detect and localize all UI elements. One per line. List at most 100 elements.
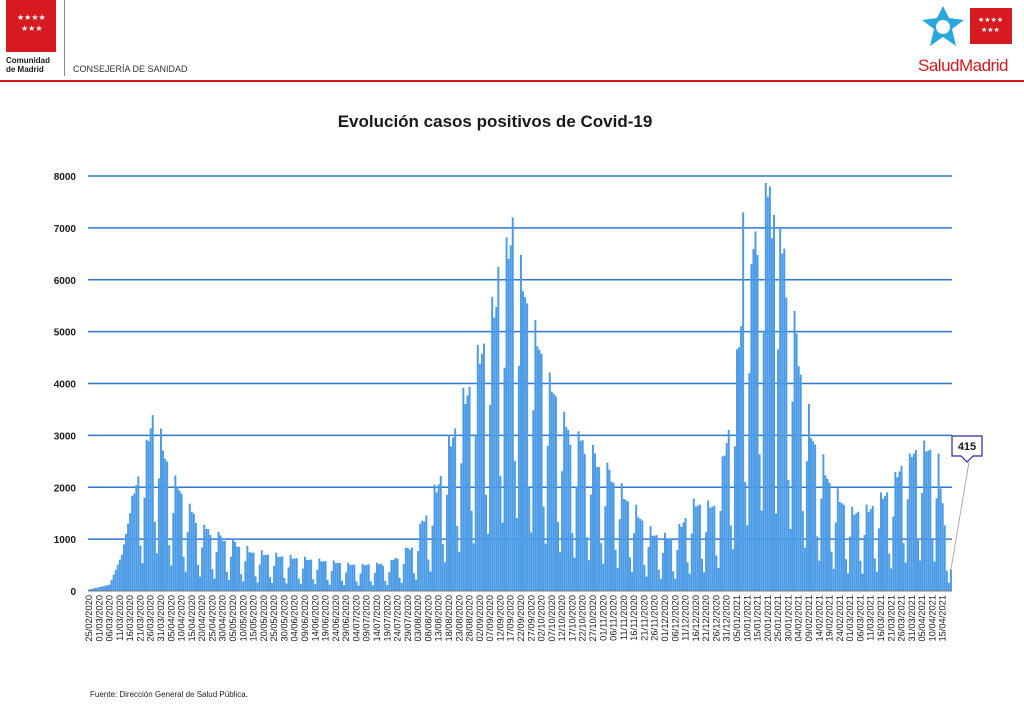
daily-cases-bar: [618, 519, 621, 591]
daily-cases-bar: [674, 578, 677, 591]
daily-cases-bar: [713, 505, 716, 591]
daily-cases-bar: [869, 509, 872, 591]
x-tick-label: 21/12/2020: [701, 595, 711, 642]
daily-cases-bar: [98, 587, 101, 591]
daily-cases-bar: [225, 571, 228, 591]
x-tick-label: 09/02/2021: [804, 595, 814, 642]
daily-cases-bar: [289, 554, 292, 591]
daily-cases-bar: [384, 580, 387, 591]
daily-cases-bar: [910, 456, 913, 591]
daily-cases-bar: [143, 497, 146, 591]
x-tick-label: 14/07/2020: [372, 595, 382, 642]
x-tick-label: 01/12/2020: [660, 595, 670, 642]
daily-cases-bar: [499, 476, 502, 591]
daily-cases-bar: [686, 562, 689, 591]
covid-cases-chart: 0 1000 2000 3000 4000 5000 6000 7000 8000 25/02/…: [54, 172, 983, 642]
daily-cases-bar: [497, 266, 500, 591]
y-tick-label: 1000: [54, 535, 77, 546]
daily-cases-bar: [884, 495, 887, 591]
daily-cases-bar: [723, 455, 726, 591]
daily-cases-bar: [594, 453, 597, 591]
daily-cases-bar: [285, 583, 288, 591]
daily-cases-bar: [898, 471, 901, 591]
daily-cases-bar: [758, 454, 761, 591]
daily-cases-bar: [793, 310, 796, 592]
daily-cases-bar: [684, 518, 687, 591]
x-tick-label: 15/04/2021: [938, 595, 948, 642]
x-tick-label: 02/09/2020: [475, 595, 485, 642]
x-tick-label: 16/03/2021: [876, 595, 886, 642]
daily-cases-bar: [853, 514, 856, 591]
daily-cases-bar: [711, 506, 714, 591]
daily-cases-bar: [791, 401, 794, 591]
callout-label: 415: [958, 441, 976, 453]
x-tick-label: 12/09/2020: [495, 595, 505, 642]
daily-cases-bar: [933, 561, 936, 591]
comunidad-madrid-flag-logo: ★★★★ ★★★: [6, 0, 56, 52]
daily-cases-bar: [476, 345, 479, 591]
daily-cases-bar: [155, 553, 158, 591]
daily-cases-bar: [880, 492, 882, 591]
daily-cases-bar: [764, 182, 767, 591]
daily-cases-bar: [427, 559, 430, 591]
daily-cases-bar: [454, 428, 457, 591]
daily-cases-bar: [153, 522, 156, 591]
daily-cases-bar: [334, 563, 337, 591]
header-red-line: [0, 80, 1024, 82]
daily-cases-bar: [914, 450, 917, 591]
daily-cases-bar: [931, 539, 934, 591]
salud-star-icon: [922, 6, 964, 46]
daily-cases-bar: [273, 565, 276, 591]
daily-cases-bar: [347, 562, 350, 591]
daily-cases-bar: [170, 565, 173, 591]
x-tick-label: 25/05/2020: [269, 595, 279, 642]
daily-cases-bar: [507, 258, 510, 591]
x-tick-label: 16/11/2020: [629, 595, 639, 641]
daily-cases-bar: [351, 564, 354, 591]
daily-cases-bar: [890, 568, 893, 591]
daily-cases-bar: [197, 564, 199, 591]
daily-cases-bar: [390, 560, 393, 591]
daily-cases-bar: [614, 549, 617, 591]
daily-cases-bar: [392, 559, 395, 591]
daily-cases-bar: [164, 458, 167, 591]
daily-cases-bar: [408, 549, 411, 591]
daily-cases-bar: [612, 482, 615, 591]
daily-cases-bar: [731, 549, 734, 591]
daily-cases-bar: [131, 495, 134, 591]
daily-cases-bar: [160, 428, 162, 591]
daily-cases-bar: [213, 578, 216, 591]
daily-cases-bar: [906, 499, 909, 591]
daily-cases-bar: [917, 538, 919, 591]
daily-cases-bar: [343, 585, 346, 591]
logo-divider: [64, 0, 65, 76]
daily-cases-bar: [875, 571, 878, 591]
daily-cases-bar: [904, 562, 907, 591]
daily-cases-bar: [692, 498, 695, 591]
callout-box: [951, 435, 983, 463]
daily-cases-bar: [269, 577, 271, 591]
daily-cases-bar: [575, 486, 578, 591]
daily-cases-bar: [851, 506, 854, 591]
x-tick-label: 31/03/2020: [156, 595, 166, 642]
daily-cases-bar: [466, 395, 469, 591]
daily-cases-bar: [816, 536, 819, 591]
daily-cases-bar: [818, 560, 821, 591]
daily-cases-bar: [715, 555, 718, 591]
x-tick-label: 07/10/2020: [547, 595, 557, 642]
daily-cases-bar: [520, 254, 522, 591]
y-tick-label: 6000: [54, 276, 77, 287]
x-tick-label: 06/11/2020: [609, 595, 619, 641]
daily-cases-bar: [719, 511, 722, 591]
daily-cases-bar: [707, 500, 710, 591]
daily-cases-bar: [192, 513, 195, 591]
daily-cases-bar: [943, 525, 946, 591]
daily-cases-bar: [291, 558, 294, 591]
x-tick-label: 18/08/2020: [444, 595, 454, 642]
daily-cases-bar: [536, 346, 539, 591]
daily-cases-bar: [338, 562, 341, 591]
daily-cases-bar: [873, 558, 876, 591]
x-tick-label: 07/09/2020: [485, 595, 495, 642]
daily-cases-bar: [394, 557, 397, 591]
daily-cases-bar: [116, 564, 119, 591]
